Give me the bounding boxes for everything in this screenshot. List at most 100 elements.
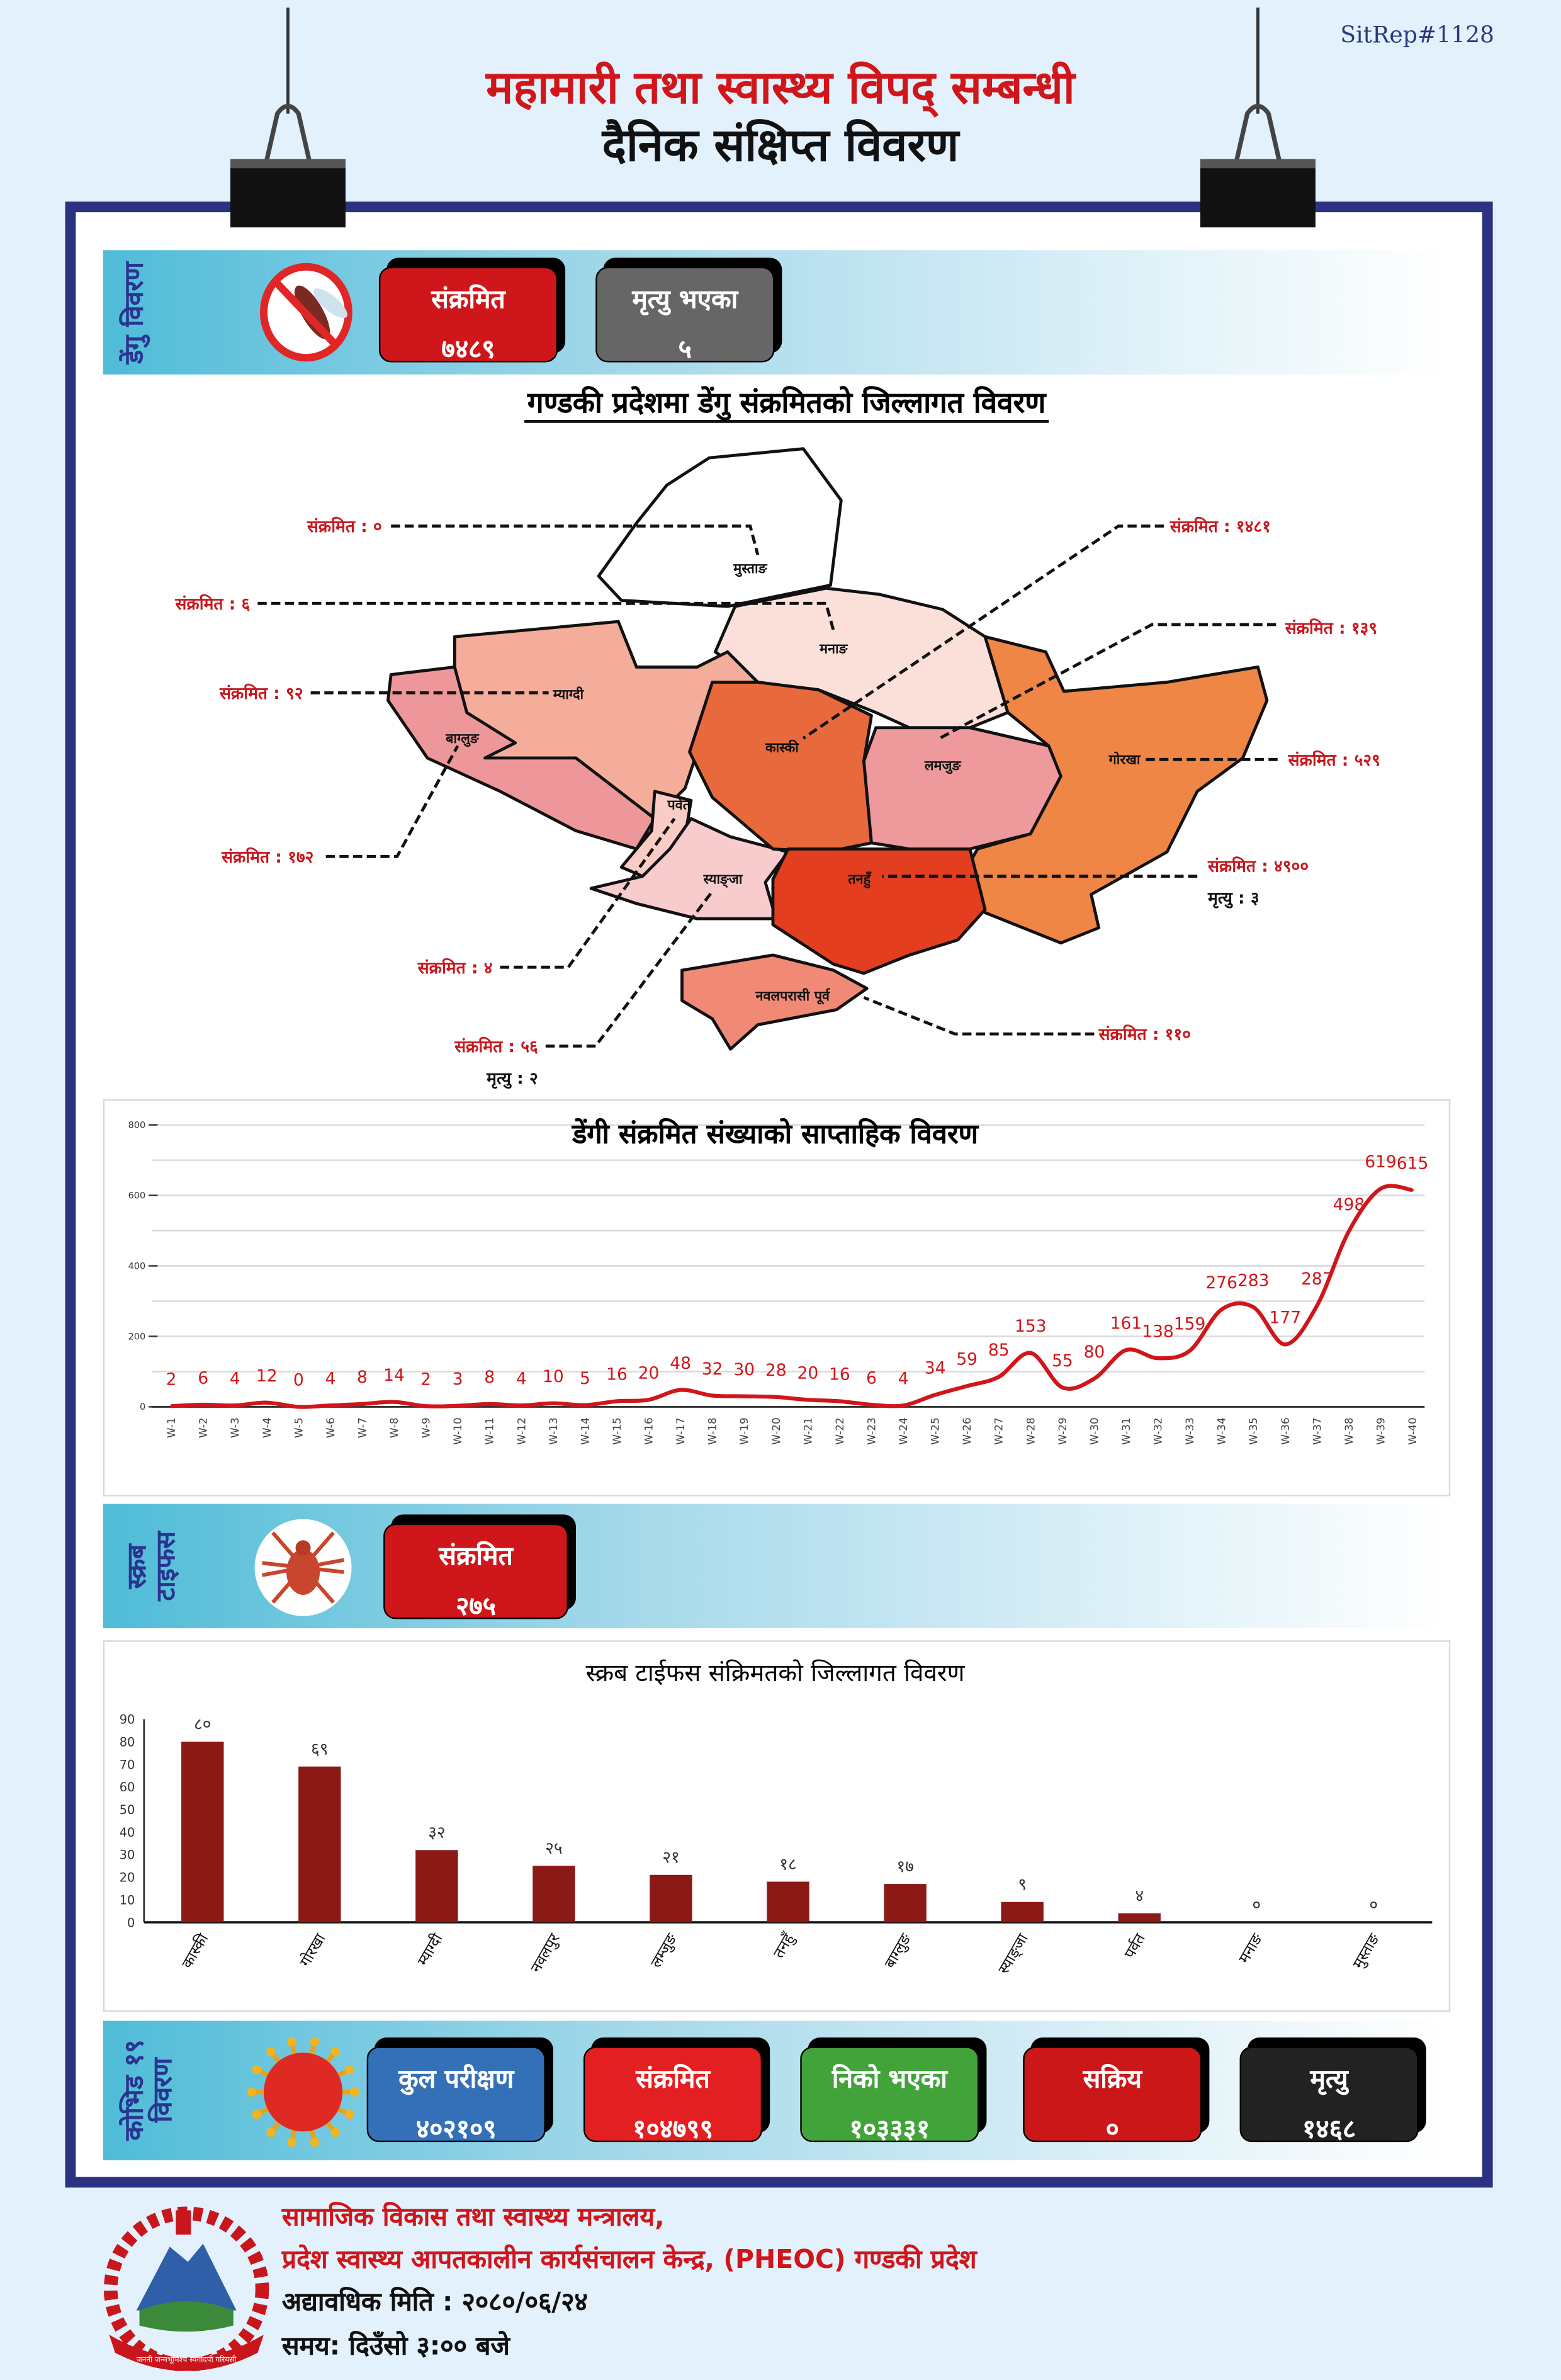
data-point — [806, 1398, 809, 1402]
title-line-1: महामारी तथा स्वास्थ्य विपद् सम्बन्धी — [486, 62, 1075, 115]
x-tick-label: W-21 — [801, 1417, 814, 1444]
x-tick-label: W-5 — [292, 1417, 305, 1438]
x-tick-label: W-3 — [228, 1417, 241, 1438]
leader-line — [863, 996, 1095, 1036]
data-point — [265, 1401, 268, 1404]
x-tick-label: W-18 — [706, 1417, 719, 1444]
category-label: मनाङ — [1235, 1930, 1266, 1966]
bar — [298, 1766, 341, 1923]
bar-value-label: ६९ — [311, 1739, 329, 1759]
category-label: मुस्ताङ — [1349, 1930, 1383, 1972]
card-value: ० — [1105, 2114, 1119, 2145]
x-tick-label: W-24 — [897, 1417, 910, 1444]
ministry-name: सामाजिक विकास तथा स्वास्थ्य मन्त्रालय, — [281, 2202, 665, 2233]
data-point — [1347, 1230, 1350, 1233]
data-label: 14 — [383, 1366, 405, 1385]
virus-spike-tip — [310, 2037, 319, 2047]
bar-value-label: ० — [1252, 1895, 1261, 1915]
district-name: गोरखा — [1108, 752, 1141, 768]
data-point — [361, 1403, 364, 1405]
data-label: 85 — [988, 1340, 1010, 1360]
dengue-band: डेंगु विवरण संक्रमित ७४८९ मृत्यु भएका ५ — [103, 250, 1448, 375]
data-label: 16 — [829, 1365, 850, 1385]
nepal-emblem-icon: जननी जन्मभूमिश्च स्वर्गादपी गरियसी — [103, 2206, 269, 2371]
data-point — [1252, 1306, 1255, 1308]
data-label: 138 — [1142, 1322, 1174, 1341]
bar-value-label: ९ — [1018, 1875, 1027, 1895]
data-label: 283 — [1237, 1271, 1270, 1290]
x-tick-label: W-4 — [261, 1417, 273, 1438]
bar-chart-title: स्क्रब टाईफस संक्रिमतको जिल्लागत विवरण — [585, 1658, 965, 1687]
district-name: लमजुङ — [924, 758, 962, 774]
y-tick-label: 70 — [120, 1757, 135, 1772]
data-label: 12 — [256, 1366, 278, 1386]
data-point — [1029, 1351, 1032, 1354]
data-point — [902, 1404, 904, 1407]
virus-spike-tip — [350, 2087, 359, 2097]
x-tick-label: W-7 — [356, 1417, 368, 1438]
weekly-chart-panel — [103, 1099, 1451, 1497]
binder-clip-icon — [230, 8, 346, 228]
data-label: 20 — [638, 1364, 660, 1383]
card-label: कुल परीक्षण — [398, 2065, 514, 2095]
x-tick-label: W-35 — [1247, 1417, 1260, 1444]
bar — [1118, 1913, 1161, 1923]
category-label: स्याङ्जा — [995, 1930, 1032, 1977]
virus-spike-tip — [266, 2128, 276, 2137]
y-tick-label: 20 — [120, 1871, 135, 1885]
data-label: 5 — [580, 1369, 590, 1388]
x-tick-label: W-8 — [388, 1417, 400, 1438]
x-tick-label: W-30 — [1088, 1417, 1100, 1444]
bar-value-label: ८० — [194, 1714, 211, 1734]
district-deaths: मृत्यु : ३ — [1207, 888, 1260, 909]
data-label: 4 — [898, 1369, 909, 1388]
x-tick-label: W-22 — [833, 1417, 846, 1444]
district-infected: संक्रमित : ० — [307, 516, 382, 536]
series-line — [171, 1184, 1413, 1409]
data-label: 615 — [1397, 1153, 1429, 1173]
mosquito-no-icon — [259, 263, 352, 362]
data-point — [520, 1404, 523, 1407]
bar — [533, 1866, 575, 1923]
virus-spike-tip — [287, 2037, 296, 2047]
data-point — [1156, 1357, 1159, 1360]
data-label: 3 — [453, 1369, 463, 1389]
district-infected: संक्रमित : ४ — [417, 958, 493, 978]
data-point — [297, 1405, 300, 1408]
x-tick-label: W-32 — [1152, 1417, 1164, 1444]
bar-value-label: १८ — [779, 1854, 797, 1874]
data-point — [616, 1400, 618, 1403]
virus-spike-tip — [252, 2065, 262, 2075]
leader-line — [325, 745, 459, 858]
y-tick-label: 0 — [140, 1402, 145, 1412]
x-tick-label: W-29 — [1056, 1417, 1069, 1444]
data-label: 6 — [866, 1368, 877, 1388]
bar-value-label: ० — [1369, 1895, 1378, 1915]
card-label: संक्रमित — [439, 1541, 513, 1572]
data-label: 48 — [670, 1354, 691, 1373]
data-point — [647, 1398, 650, 1402]
district-infected: संक्रमित : ९२ — [219, 683, 303, 703]
data-point — [711, 1394, 714, 1397]
district-name: बाग्लुङ — [445, 731, 480, 747]
bar-value-label: २१ — [662, 1848, 680, 1867]
data-point — [234, 1404, 237, 1407]
update-time: समय: दिउँसो ३:०० बजे — [281, 2332, 510, 2362]
virus-spike-tip — [330, 2047, 340, 2056]
data-point — [743, 1395, 746, 1398]
data-label: 20 — [797, 1364, 818, 1383]
x-tick-label: W-36 — [1279, 1417, 1292, 1444]
data-label: 177 — [1270, 1308, 1302, 1328]
x-tick-label: W-23 — [865, 1417, 877, 1444]
x-tick-label: W-1 — [165, 1417, 178, 1438]
data-label: 4 — [325, 1369, 335, 1388]
y-tick-label: 60 — [120, 1780, 135, 1794]
virus-spike-tip — [330, 2128, 340, 2137]
x-tick-label: W-34 — [1215, 1417, 1228, 1444]
y-tick-label: 30 — [120, 1848, 135, 1862]
bar-value-label: १७ — [896, 1857, 914, 1876]
mite-icon — [254, 1519, 352, 1616]
district-name: म्याग्दी — [553, 686, 585, 703]
virus-spike-tip — [345, 2110, 354, 2119]
update-date: अद्यावधिक मिति : २०८०/०६/२४ — [281, 2287, 588, 2318]
